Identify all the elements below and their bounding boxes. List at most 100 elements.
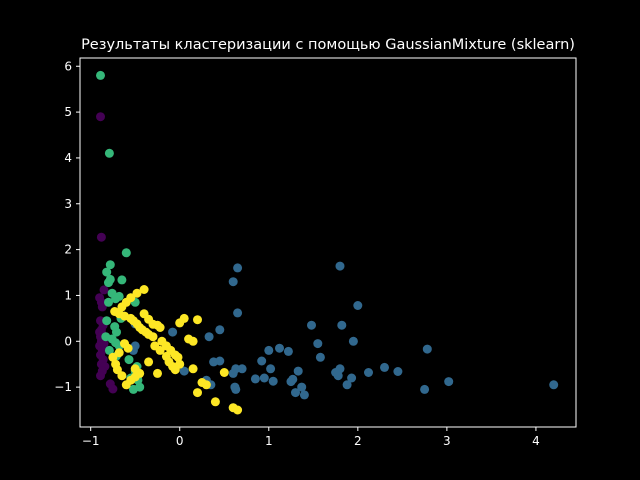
- y-tick-label: 2: [64, 243, 72, 257]
- data-point-cluster-3: [120, 339, 129, 349]
- data-point-cluster-1: [315, 352, 325, 362]
- data-point-cluster-3: [155, 345, 165, 355]
- data-point-cluster-1: [364, 368, 373, 377]
- data-point-cluster-2: [111, 294, 121, 304]
- data-point-cluster-1: [549, 380, 559, 390]
- data-point-cluster-1: [268, 376, 278, 386]
- x-tick-label: 0: [176, 434, 184, 448]
- data-point-cluster-3: [108, 352, 118, 362]
- data-point-cluster-3: [130, 364, 140, 374]
- data-point-cluster-1: [331, 368, 341, 377]
- data-point-cluster-1: [237, 364, 247, 374]
- data-point-cluster-1: [337, 320, 347, 330]
- data-point-cluster-1: [257, 356, 267, 366]
- data-point-cluster-3: [139, 285, 149, 294]
- data-point-cluster-1: [233, 263, 243, 273]
- data-point-cluster-1: [307, 320, 316, 330]
- data-point-cluster-2: [124, 355, 134, 365]
- x-tick-label: 1: [265, 434, 273, 448]
- data-point-cluster-0: [96, 371, 105, 381]
- y-tick-label: 4: [64, 151, 72, 165]
- data-point-cluster-1: [264, 345, 274, 355]
- data-point-cluster-3: [114, 348, 124, 358]
- data-point-cluster-3: [173, 352, 183, 362]
- data-point-cluster-3: [188, 336, 198, 346]
- y-tick-label: 0: [64, 334, 72, 348]
- data-point-cluster-3: [201, 380, 211, 390]
- data-point-cluster-2: [102, 267, 112, 277]
- data-point-cluster-1: [266, 364, 276, 374]
- y-tick-label: −1: [54, 380, 72, 394]
- data-point-cluster-1: [179, 366, 189, 376]
- data-point-cluster-2: [104, 278, 113, 288]
- data-point-cluster-1: [250, 374, 260, 384]
- data-point-cluster-2: [105, 260, 115, 270]
- data-point-cluster-1: [420, 384, 430, 394]
- data-point-cluster-1: [259, 373, 269, 383]
- data-point-cluster-1: [204, 332, 214, 342]
- data-point-cluster-3: [210, 397, 220, 407]
- data-point-cluster-1: [286, 377, 296, 387]
- data-point-cluster-2: [121, 248, 131, 258]
- data-point-cluster-3: [153, 368, 162, 378]
- data-point-cluster-2: [96, 70, 105, 80]
- data-point-cluster-1: [168, 327, 178, 337]
- data-point-cluster-1: [215, 325, 225, 335]
- data-point-cluster-1: [230, 382, 240, 392]
- data-point-cluster-1: [393, 367, 403, 376]
- data-point-cluster-0: [96, 112, 105, 122]
- data-point-cluster-1: [228, 277, 238, 287]
- data-point-cluster-3: [193, 315, 202, 325]
- data-point-cluster-2: [128, 384, 138, 394]
- data-point-cluster-1: [342, 380, 352, 390]
- data-point-cluster-1: [275, 343, 284, 353]
- data-point-cluster-3: [179, 313, 189, 323]
- data-point-cluster-3: [175, 359, 185, 369]
- data-point-cluster-1: [209, 357, 219, 367]
- x-tick-label: 4: [532, 434, 540, 448]
- data-point-cluster-3: [193, 388, 202, 398]
- data-point-cluster-1: [228, 368, 238, 378]
- y-tick-label: 5: [64, 105, 72, 119]
- data-point-cluster-1: [299, 390, 309, 400]
- y-tick-label: 3: [64, 197, 72, 211]
- y-tick-label: 6: [64, 59, 72, 73]
- x-tick-label: −1: [82, 434, 100, 448]
- data-point-cluster-2: [104, 345, 114, 355]
- data-point-cluster-1: [444, 377, 454, 387]
- data-point-cluster-3: [121, 380, 131, 390]
- data-point-cluster-0: [108, 384, 118, 394]
- data-point-cluster-1: [422, 344, 432, 354]
- chart-title: Результаты кластеризации с помощью Gauss…: [81, 37, 575, 53]
- data-point-cluster-1: [233, 308, 243, 318]
- data-point-cluster-1: [293, 366, 303, 376]
- data-point-cluster-1: [297, 382, 307, 392]
- data-point-cluster-3: [188, 364, 198, 374]
- x-tick-label: 3: [443, 434, 451, 448]
- data-point-cluster-1: [291, 388, 300, 398]
- data-point-cluster-0: [99, 285, 109, 295]
- data-point-cluster-0: [96, 232, 106, 242]
- data-point-cluster-3: [144, 357, 154, 367]
- data-point-cluster-3: [155, 323, 165, 332]
- data-point-cluster-3: [148, 332, 158, 342]
- y-axis: −1 0 1 2 3 4 5 6: [54, 59, 80, 394]
- data-point-cluster-1: [283, 346, 293, 356]
- data-point-cluster-1: [380, 362, 389, 372]
- x-axis: −1 0 1 2 3 4: [82, 427, 540, 448]
- data-point-cluster-1: [347, 373, 357, 383]
- data-point-cluster-2: [102, 316, 112, 326]
- plot-frame: [79, 57, 577, 428]
- data-point-cluster-3: [132, 288, 142, 298]
- data-point-cluster-2: [117, 275, 127, 285]
- data-points: [95, 70, 559, 415]
- data-point-cluster-3: [117, 302, 127, 312]
- data-point-cluster-1: [335, 261, 345, 271]
- y-tick-label: 1: [64, 288, 72, 302]
- data-point-cluster-3: [233, 405, 243, 415]
- data-point-cluster-0: [97, 302, 107, 312]
- data-point-cluster-2: [112, 327, 121, 337]
- data-point-cluster-1: [348, 336, 358, 346]
- data-point-cluster-1: [353, 301, 363, 310]
